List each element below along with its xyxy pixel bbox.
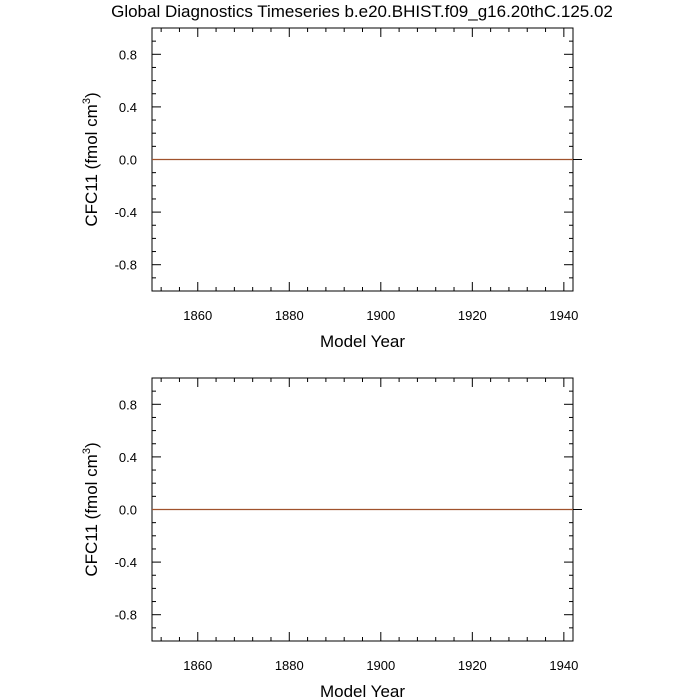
x-tick-label: 1900	[366, 658, 395, 673]
y-tick-label: 0.8	[119, 397, 137, 412]
y-tick-label: 0.8	[119, 47, 137, 62]
x-tick-label: 1940	[549, 658, 578, 673]
top-panel: -0.8 -0.4 0.0 0.4 0.8 1860 1880 1900 1920 1940 Mod…	[81, 27, 582, 351]
y-tick-label: -0.8	[115, 608, 137, 623]
x-tick-label: 1940	[549, 308, 578, 323]
x-axis-label: Model Year	[320, 682, 405, 700]
chart-title: Global Diagnostics Timeseries b.e20.BHIS…	[111, 2, 613, 21]
y-tick-label: -0.4	[115, 555, 137, 570]
x-tick-label: 1920	[458, 658, 487, 673]
y-tick-label: 0.4	[119, 100, 137, 115]
x-tick-label: 1900	[366, 308, 395, 323]
y-axis-label: CFC11 (fmol cm3)	[81, 442, 101, 576]
y-tick-label: 0.4	[119, 450, 137, 465]
x-tick-label: 1860	[183, 308, 212, 323]
x-tick-label: 1880	[275, 658, 304, 673]
y-tick-label: 0.0	[119, 503, 137, 518]
x-tick-label: 1920	[458, 308, 487, 323]
x-axis-label: Model Year	[320, 332, 405, 351]
y-axis-label: CFC11 (fmol cm3)	[81, 92, 101, 226]
y-tick-label: -0.4	[115, 205, 137, 220]
y-tick-label: 0.0	[119, 153, 137, 168]
bottom-panel: -0.8 -0.4 0.0 0.4 0.8 1860 1880 1900 1920 1940 Mod…	[81, 377, 582, 700]
y-tick-label: -0.8	[115, 258, 137, 273]
x-tick-label: 1880	[275, 308, 304, 323]
x-tick-label: 1860	[183, 658, 212, 673]
